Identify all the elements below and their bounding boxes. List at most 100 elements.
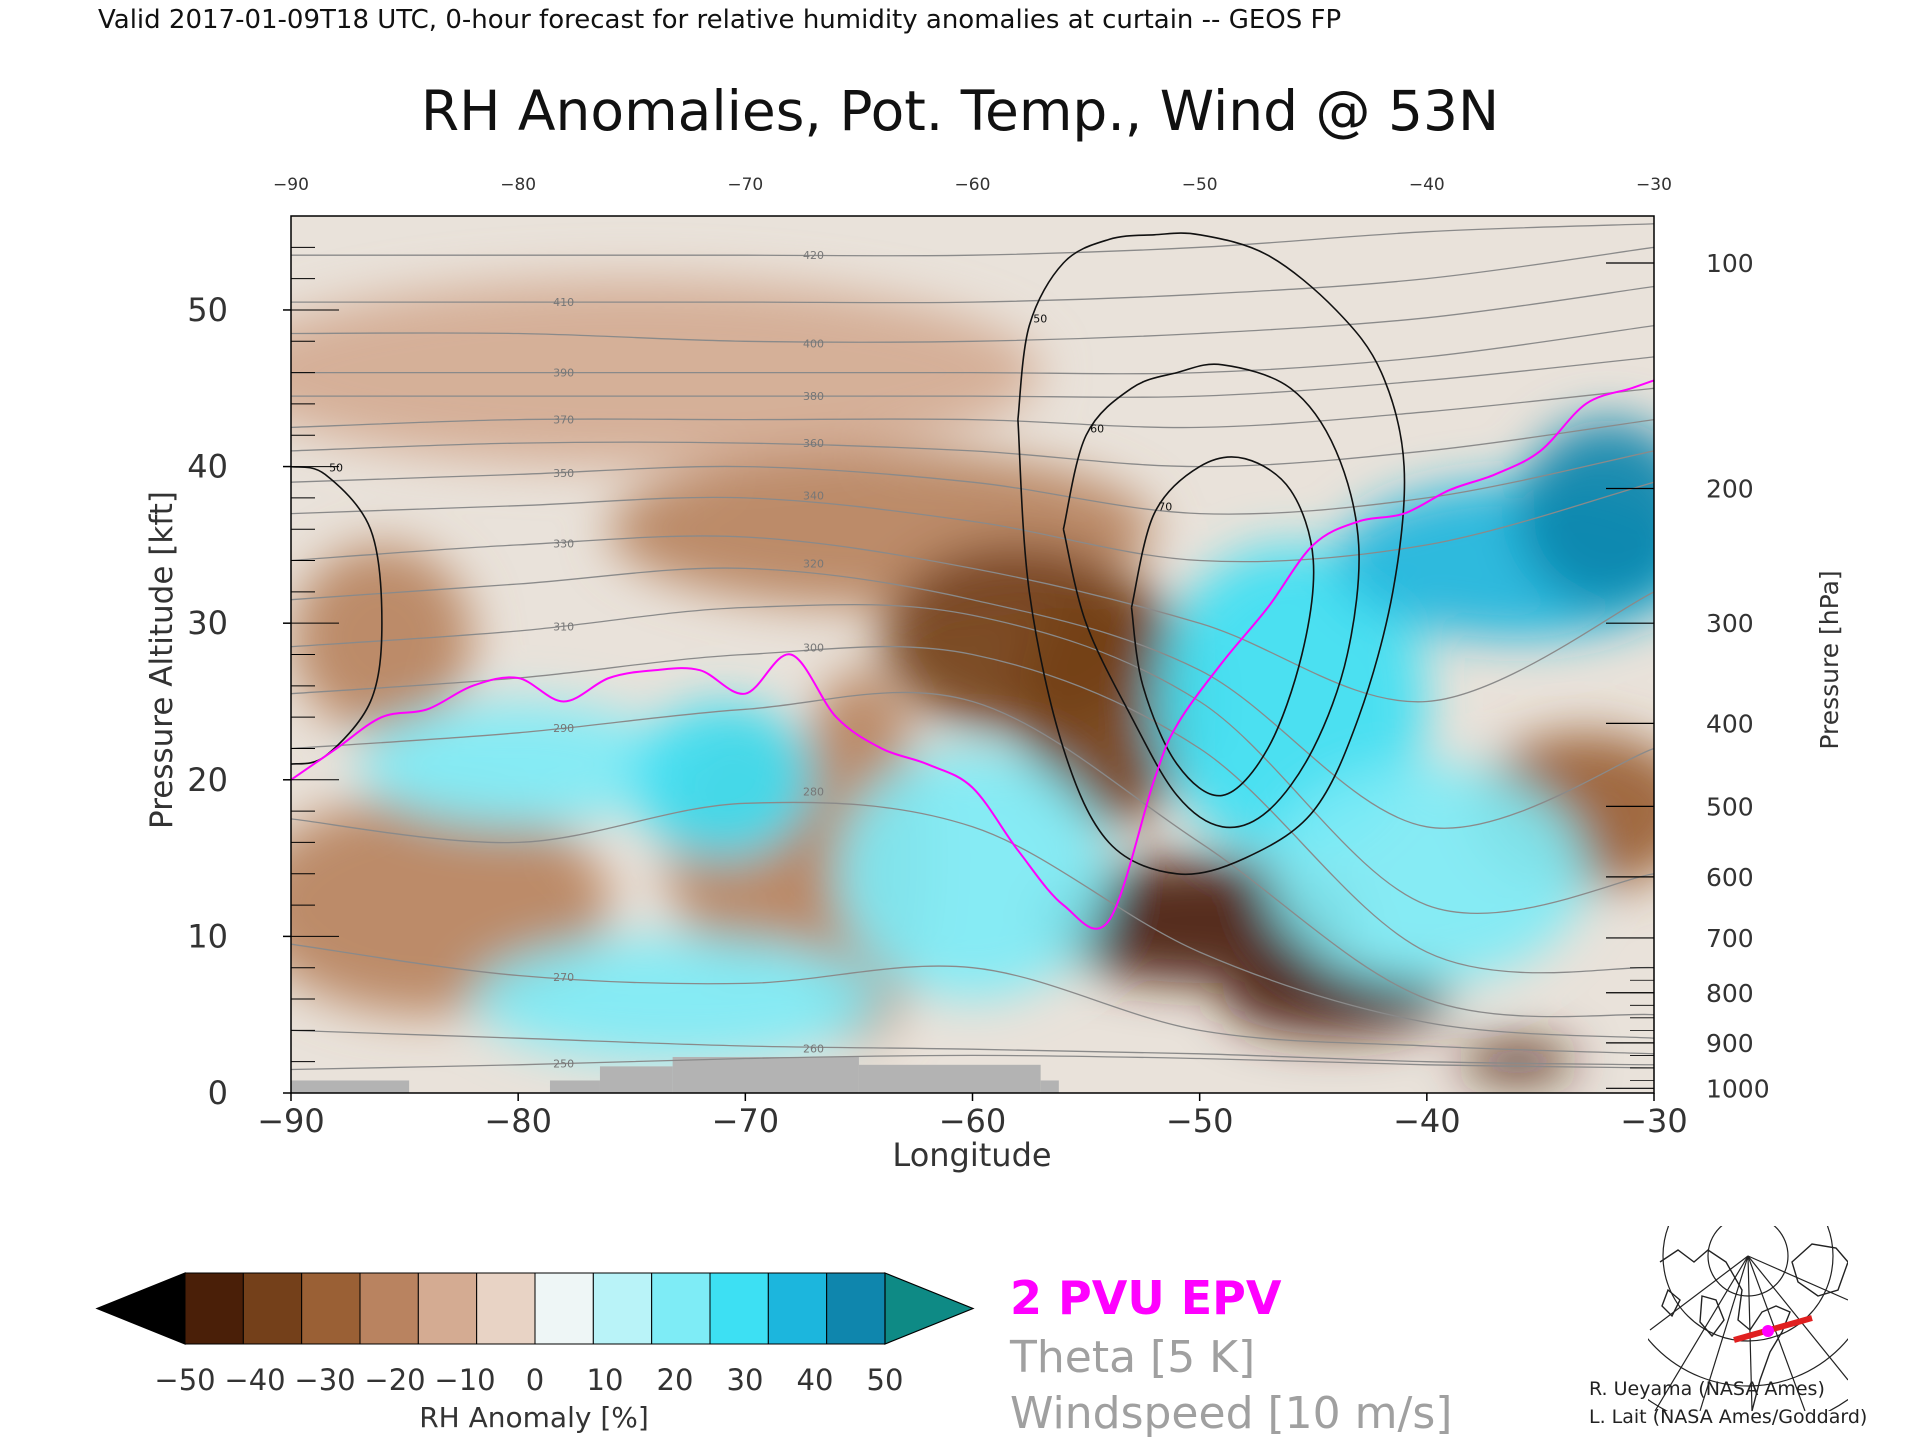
colorbar-label: RH Anomaly [%] (419, 1401, 649, 1434)
legend-theta: Theta [5 K] (1009, 1332, 1255, 1383)
theta-label-330: 330 (553, 537, 574, 550)
p-tick-label-500: 500 (1706, 792, 1754, 821)
theta-line-290 (291, 691, 1654, 1018)
colorbar-tick-label-6: 10 (587, 1363, 624, 1397)
theta-label-310: 310 (553, 620, 574, 633)
colorbar-high-extend (884, 1272, 975, 1345)
theta-label-250: 250 (553, 1058, 574, 1071)
y-tick-label-1: 10 (187, 917, 228, 955)
p-tick-label-800: 800 (1706, 979, 1754, 1008)
x-top-tick-label-4: −50 (1182, 175, 1218, 195)
x-axis-label: Longitude (892, 1136, 1051, 1174)
x-top-tick-label-6: −30 (1636, 175, 1672, 195)
rh-blob-12 (359, 701, 678, 827)
wind-label-1: 60 (1090, 422, 1104, 435)
y-tick-label-5: 50 (187, 291, 228, 329)
wind-label-3: 50 (329, 461, 343, 474)
y-tick-label-2: 20 (187, 761, 228, 799)
x-top-tick-label-0: −90 (273, 175, 309, 195)
p-tick-label-400: 400 (1706, 709, 1754, 738)
terrain-mask (291, 1056, 1059, 1093)
y-axis-label-left: Pressure Altitude [kft] (144, 491, 180, 829)
p-tick-label-300: 300 (1706, 609, 1754, 638)
p-tick-label-200: 200 (1706, 474, 1754, 503)
p-tick-label-900: 900 (1706, 1029, 1754, 1058)
terrain-segment-5 (1040, 1080, 1059, 1093)
colorbar-low-extend (95, 1272, 186, 1345)
wind-line-0 (1017, 232, 1406, 876)
rh-blob-15 (472, 936, 882, 1062)
rh-blob-14 (836, 748, 1109, 1000)
theta-label-290: 290 (553, 722, 574, 735)
colorbar: −50 −40 −30 −20 −10 0 10 20 30 40 50 (95, 1272, 975, 1397)
theta-label-350: 350 (553, 467, 574, 480)
terrain-segment-4 (858, 1064, 1041, 1093)
plot-area: 250 260 270 280 290 300 310 320 330 340 350 360 370 3… (291, 216, 1654, 1093)
theta-line-270 (291, 943, 1654, 1055)
valid-time-header: Valid 2017-01-09T18 UTC, 0-hour forecast… (98, 5, 1341, 35)
colorbar-box-8 (651, 1272, 711, 1345)
theta-label-340: 340 (803, 490, 824, 503)
theta-line-250 (291, 1054, 1654, 1071)
y-tick-label-0: 0 (208, 1074, 228, 1112)
legend-epv: 2 PVU EPV (1010, 1271, 1282, 1325)
colorbar-tick-label-10: 50 (867, 1363, 904, 1397)
x-tick-label-6: −30 (1620, 1102, 1688, 1140)
x-tick-label-4: −50 (1166, 1102, 1234, 1140)
theta-label-260: 260 (803, 1042, 824, 1055)
theta-line-380 (291, 356, 1654, 398)
theta-line-400 (291, 285, 1654, 343)
y-axis-label-right: Pressure [hPa] (1815, 570, 1844, 749)
colorbar-tick-label-1: −40 (224, 1363, 285, 1397)
x-tick-label-2: −70 (712, 1102, 780, 1140)
theta-line-320 (291, 567, 1654, 829)
epv-contour (291, 379, 1654, 930)
colorbar-tick-label-8: 30 (727, 1363, 764, 1397)
credit-line-1: R. Ueyama (NASA Ames) (1589, 1378, 1825, 1400)
x-tick-label-5: −40 (1393, 1102, 1461, 1140)
p-tick-label-1000: 1000 (1706, 1074, 1770, 1103)
rh-blob-5 (1222, 963, 1450, 1036)
theta-line-370 (291, 387, 1654, 429)
colorbar-box-5 (476, 1272, 536, 1345)
rh-blob-19 (1267, 764, 1586, 984)
colorbar-tick-label-0: −50 (154, 1363, 215, 1397)
rh-anomaly-field (291, 278, 1654, 1081)
terrain-segment-2 (599, 1066, 673, 1093)
epv-2pvu-line (291, 379, 1654, 930)
colorbar-box-11 (826, 1272, 886, 1345)
rh-blob-6 (1460, 1042, 1575, 1081)
colorbar-box-9 (709, 1272, 769, 1345)
theta-contours: 250 260 270 280 290 300 310 320 330 340 350 360 370 3… (291, 223, 1654, 1071)
y-tick-label-4: 40 (187, 448, 228, 486)
theta-label-420: 420 (803, 249, 824, 262)
map-coastlines (1659, 1243, 1848, 1411)
colorbar-box-6 (534, 1272, 594, 1345)
colorbar-box-7 (592, 1272, 653, 1345)
windspeed-contours: 50 60 70 50 (291, 232, 1406, 876)
theta-line-350 (291, 450, 1654, 515)
theta-label-370: 370 (553, 414, 574, 427)
colorbar-box-10 (767, 1272, 828, 1345)
p-tick-label-600: 600 (1706, 863, 1754, 892)
theta-line-280 (291, 801, 1654, 1039)
colorbar-tick-label-7: 20 (657, 1363, 694, 1397)
theta-line-260 (291, 1029, 1654, 1066)
theta-label-380: 380 (803, 390, 824, 403)
x-top-tick-label-5: −40 (1409, 175, 1445, 195)
chart-title: RH Anomalies, Pot. Temp., Wind @ 53N (421, 79, 1499, 143)
theta-label-400: 400 (803, 338, 824, 351)
colorbar-box-1 (242, 1272, 303, 1345)
x-tick-label-3: −60 (939, 1102, 1007, 1140)
credit-line-2: L. Lait (NASA Ames/Goddard) (1589, 1406, 1868, 1428)
y-tick-label-3: 30 (187, 604, 228, 642)
p-tick-label-700: 700 (1706, 924, 1754, 953)
x-tick-label-1: −80 (484, 1102, 552, 1140)
theta-line-410 (291, 246, 1654, 304)
rh-blob-13 (631, 701, 814, 859)
theta-label-270: 270 (553, 971, 574, 984)
theta-line-330 (291, 535, 1654, 703)
terrain-segment-3 (672, 1056, 859, 1093)
theta-line-340 (291, 481, 1654, 563)
